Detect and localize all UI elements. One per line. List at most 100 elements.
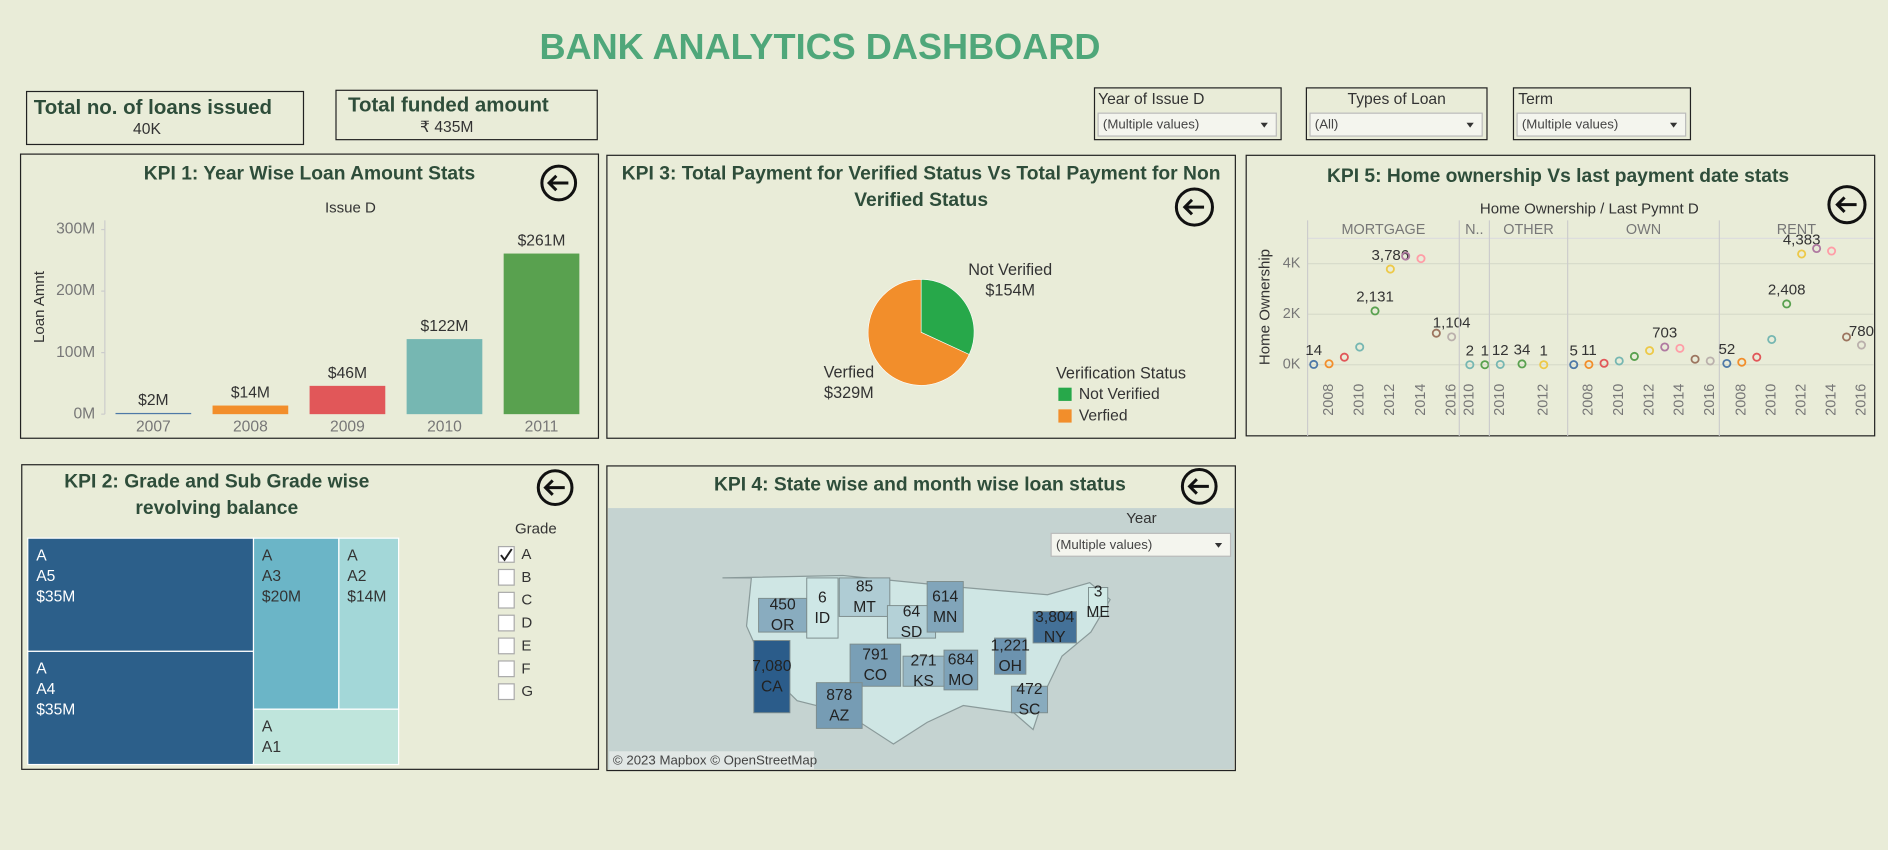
dropdown[interactable]: (All) — [1309, 112, 1483, 137]
data-label: 1,104 — [1433, 315, 1471, 332]
data-label: 12 — [1492, 342, 1509, 359]
cell-label: A1 — [262, 739, 281, 756]
slice-label: Not Verified — [968, 261, 1052, 279]
scatter-point — [1767, 334, 1777, 345]
y-tick-label: 0M — [73, 405, 95, 422]
data-label: 4,383 — [1783, 232, 1821, 249]
filter-frame — [1512, 87, 1692, 141]
state-code: OH — [998, 658, 1021, 675]
x-tick-label: 2010 — [1764, 384, 1780, 416]
checkbox[interactable] — [497, 545, 515, 563]
scatter-point — [1339, 352, 1349, 362]
dropdown[interactable]: (Multiple values) — [1516, 112, 1687, 137]
scatter-point — [1797, 249, 1807, 259]
treemap-cell — [27, 650, 255, 766]
checkbox-option[interactable]: B — [497, 568, 532, 586]
dropdown[interactable]: (Multiple values) — [1097, 112, 1277, 137]
checkbox-label: B — [521, 569, 531, 586]
treemap-cell — [338, 537, 400, 710]
data-label: 1 — [1481, 342, 1489, 359]
x-tick-label: 2008 — [1321, 384, 1337, 416]
scatter-point — [1569, 360, 1579, 370]
panel-header: OTHER — [1503, 222, 1554, 238]
scatter-point — [1827, 246, 1837, 256]
bar — [212, 405, 289, 415]
filter-frame — [1305, 87, 1488, 141]
x-tick-label: 2007 — [136, 419, 171, 436]
checkbox-option[interactable]: C — [497, 591, 533, 609]
cell-group: A — [36, 661, 47, 678]
bar — [406, 339, 483, 415]
state — [1087, 587, 1109, 617]
data-label: 780 — [1849, 323, 1874, 340]
state-code: MO — [948, 672, 973, 689]
scatter-point — [1645, 346, 1655, 356]
x-tick-label: 2010 — [427, 419, 462, 436]
checkbox-label: D — [521, 615, 532, 632]
state-value: 472 — [1016, 681, 1042, 698]
filter-label: Types of Loan — [1348, 91, 1446, 108]
checkbox[interactable] — [497, 683, 515, 701]
filter-frame — [1093, 87, 1282, 141]
filter-label: Term — [1518, 91, 1553, 108]
checkbox[interactable] — [497, 614, 515, 632]
panel — [19, 153, 600, 439]
cell-value: $20M — [262, 588, 301, 605]
x-tick-label: 2012 — [1382, 384, 1398, 416]
slice-value: $154M — [985, 282, 1035, 300]
y-axis-label: Home Ownership — [1256, 249, 1273, 365]
dropdown-caret — [1466, 122, 1474, 128]
checkbox-option[interactable]: A — [497, 545, 532, 563]
panel-title: KPI 5: Home ownership Vs last payment da… — [1327, 166, 1789, 187]
checkbox-option[interactable]: G — [497, 683, 534, 701]
scatter-point — [1517, 359, 1527, 369]
checkbox[interactable] — [497, 637, 515, 655]
x-tick-label: 2010 — [1352, 384, 1368, 416]
bar — [309, 385, 386, 415]
back-button[interactable] — [1827, 185, 1867, 225]
state — [994, 637, 1027, 675]
panel-title-box: KPI 2: Grade and Sub Grade wise revolvin… — [64, 472, 369, 519]
data-label: 1 — [1540, 342, 1548, 359]
cell-label: A4 — [36, 681, 55, 698]
checkbox-option[interactable]: E — [497, 637, 532, 655]
back-button[interactable] — [536, 469, 574, 506]
x-tick-label: 2008 — [1734, 384, 1750, 416]
state — [838, 577, 891, 617]
state-value: 684 — [948, 652, 974, 669]
scatter-point — [1480, 360, 1490, 370]
x-tick-label: 2008 — [1581, 384, 1597, 416]
state-code: SD — [901, 624, 923, 641]
scatter-point — [1539, 360, 1549, 370]
dropdown[interactable]: (Multiple values) — [1050, 532, 1232, 557]
dropdown-box — [1309, 112, 1483, 137]
checkbox-option[interactable]: D — [497, 614, 533, 632]
state-value: 271 — [910, 653, 936, 670]
scatter-point — [1385, 264, 1395, 274]
scatter-point — [1660, 342, 1670, 352]
y-tick-label: 2K — [1283, 306, 1301, 322]
data-label: $14M — [231, 385, 270, 402]
cell-value: $35M — [36, 588, 75, 605]
x-tick-label: 2016 — [1443, 384, 1459, 416]
legend-title: Verification Status — [1056, 365, 1186, 383]
data-label: 11 — [1581, 342, 1597, 359]
dropdown-value: (Multiple values) — [1522, 117, 1618, 132]
back-button[interactable] — [1174, 187, 1214, 227]
checkbox[interactable] — [497, 591, 515, 609]
pie-slice — [920, 279, 975, 355]
legend-label: Not Verified — [1079, 386, 1160, 403]
y-tick-label: 0K — [1283, 357, 1301, 373]
checkbox[interactable] — [497, 568, 515, 586]
dropdown-value: (Multiple values) — [1103, 117, 1199, 132]
scatter-point — [1599, 358, 1609, 368]
y-tick-label: 300M — [56, 221, 95, 238]
scatter-point — [1675, 343, 1685, 353]
state-code: KS — [913, 673, 934, 690]
cell-value: $35M — [36, 701, 75, 718]
back-button[interactable] — [540, 164, 578, 202]
back-button[interactable] — [1180, 468, 1218, 505]
checkbox[interactable] — [497, 660, 515, 678]
checkbox-option[interactable]: F — [497, 660, 531, 678]
legend-swatch — [1058, 387, 1072, 401]
